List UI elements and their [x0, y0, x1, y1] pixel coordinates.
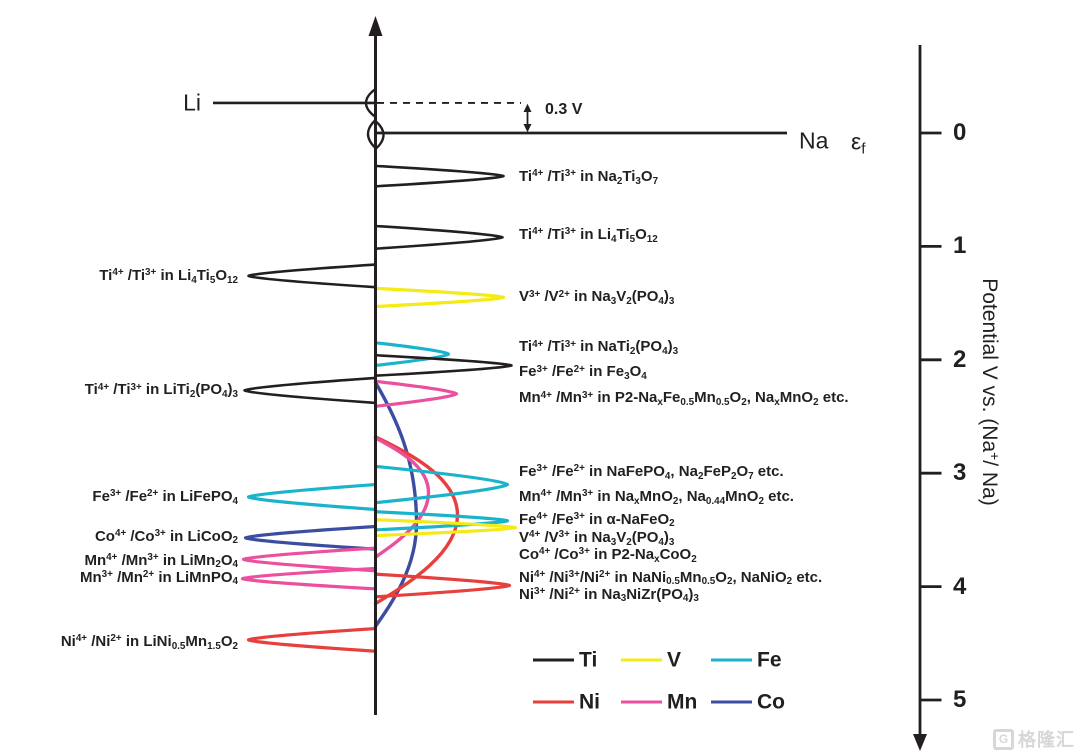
legend-label: V — [667, 648, 682, 672]
peak-Ti-left — [247, 263, 377, 289]
axis-tick-label: 5 — [953, 686, 967, 713]
li-dos-bump — [364, 87, 377, 118]
na-dos-bump-left — [366, 119, 377, 149]
peak-label-right: Ni3+ /Ni2+ in Na3NiZr(PO4)3 — [519, 585, 699, 605]
peak-label-left: Ni4+ /Ni2+ in LiNi0.5Mn1.5O2 — [60, 633, 238, 653]
peak-label-right: Fe3+ /Fe2+ in Fe3O4 — [519, 363, 647, 383]
legend-item-V: V — [621, 650, 681, 671]
peak-label-left: Fe3+ /Fe2+ in LiFePO4 — [92, 488, 238, 507]
offset-arrow-up-head — [523, 103, 532, 112]
peak-Co-left — [243, 524, 378, 551]
peak-label-right: Fe3+ /Fe2+ in NaFePO4, Na2FeP2O7 etc. — [519, 463, 784, 482]
legend-item-Co: Co — [711, 692, 785, 713]
legend-label: Mn — [667, 690, 698, 714]
legend-item-Fe: Fe — [711, 650, 782, 671]
offset-arrow-down-head — [523, 124, 532, 133]
peak-label-right: V3+ /V2+ in Na3V2(PO4)3 — [519, 288, 675, 308]
peak-label-right: Ti4+ /Ti3+ in NaTi2(PO4)3 — [519, 338, 679, 358]
legend-line-Fe — [711, 658, 752, 662]
peak-Ti-left — [243, 376, 377, 405]
peak-Fe-right — [373, 464, 510, 505]
peak-label-left: Mn4+ /Mn3+ in LiMn2O4 — [84, 551, 238, 571]
peak-Fe-right — [373, 341, 451, 368]
lobe-Mn-right — [373, 436, 431, 559]
axis-tick-label: 4 — [953, 572, 967, 600]
watermark-text: 格隆汇 — [1018, 730, 1075, 750]
peak-Ti-right — [374, 353, 513, 377]
legend-line-Ni — [533, 700, 574, 704]
axis-tick-label: 3 — [953, 459, 967, 487]
peak-label-right: Co4+ /Co3+ in P2-NaxCoO2 — [519, 545, 697, 565]
peak-label-left: Ti4+ /Ti3+ in LiTi2(PO4)3 — [84, 381, 238, 401]
peak-Fe-left — [246, 482, 378, 512]
gelonghui-logo-icon: G — [993, 728, 1014, 750]
legend-label: Ni — [579, 690, 600, 714]
axis-tick-label: 0 — [953, 119, 967, 146]
peak-V-right — [373, 518, 518, 538]
peak-label-right: Mn4+ /Mn3+ in NaxMnO2, Na0.44MnO2 etc. — [519, 488, 794, 507]
legend-item-Ni: Ni — [533, 692, 600, 713]
peak-Ni-right — [373, 572, 512, 599]
legend-label: Fe — [757, 648, 782, 672]
peak-Mn-left — [241, 546, 378, 573]
li-na-offset-label: 0.3 V — [545, 101, 583, 118]
legend-item-Mn: Mn — [621, 692, 697, 713]
peak-label-right: V4+ /V3+ in Na3V2(PO4)3 — [519, 528, 675, 548]
peak-Fe-right — [373, 510, 510, 532]
peak-label-right: Ti4+ /Ti3+ in Li4Ti5O12 — [519, 226, 658, 245]
legend-item-Ti: Ti — [533, 650, 597, 671]
na-anode-label: Na — [799, 127, 829, 154]
legend-line-V — [621, 658, 662, 662]
axis-tick-label: 2 — [953, 345, 967, 373]
peak-V-right — [373, 286, 506, 309]
peak-Mn-right — [373, 379, 459, 408]
peak-label-left: Mn3+ /Mn2+ in LiMnPO4 — [79, 568, 238, 588]
li-anode-label: Li — [183, 89, 201, 116]
peak-label-left: Co4+ /Co3+ in LiCoO2 — [94, 527, 238, 547]
legend-label: Co — [757, 690, 785, 714]
legend-line-Co — [711, 700, 752, 704]
legend-line-Ti — [533, 658, 574, 662]
peak-Mn-left — [240, 566, 378, 591]
peak-Ti-right — [374, 224, 504, 250]
na-dos-bump-right — [374, 120, 385, 150]
peak-Ni-left — [246, 626, 378, 653]
axis-tick-label: 1 — [953, 232, 967, 260]
legend-line-Mn — [621, 700, 662, 704]
peak-label-left: Ti4+ /Ti3+ in Li4Ti5O12 — [99, 267, 238, 286]
main-axis-arrowhead — [368, 16, 383, 36]
peak-label-right: Ni4+ /Ni3+/Ni2+ in NaNi0.5Mn0.5O2, NaNiO… — [519, 568, 823, 588]
peak-Ti-right — [374, 164, 505, 188]
potential-axis-arrowhead — [913, 734, 927, 751]
peak-label-right: Ti4+ /Ti3+ in Na2Ti3O7 — [519, 168, 659, 188]
legend-label: Ti — [579, 648, 598, 672]
fermi-level-label: εf — [851, 128, 866, 158]
watermark: G 格隆汇 — [993, 726, 1075, 752]
peak-label-right: Mn4+ /Mn3+ in P2-NaxFe0.5Mn0.5O2, NaxMnO… — [519, 389, 849, 409]
peak-label-right: Fe4+ /Fe3+ in α-NaFeO2 — [519, 510, 675, 530]
